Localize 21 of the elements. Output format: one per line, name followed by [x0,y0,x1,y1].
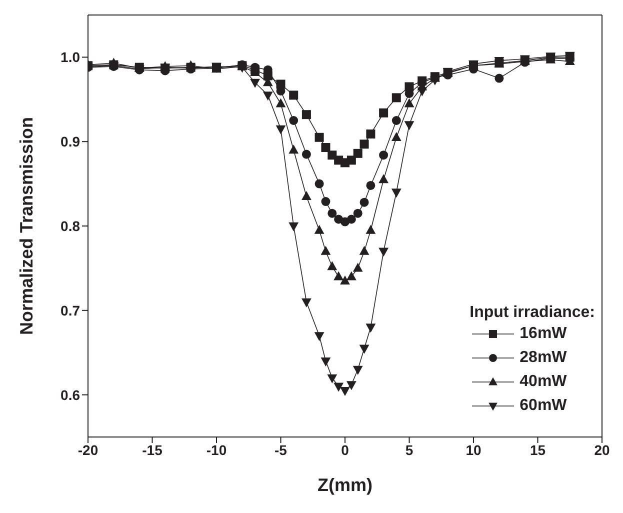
y-tick-label: 0.6 [60,386,80,403]
x-tick-label: -10 [206,442,227,458]
x-tick-label: 0 [341,442,350,458]
x-tick-label: -15 [142,442,163,458]
y-tick-label: 0.7 [60,302,80,318]
legend-label: 28mW [520,349,567,367]
y-tick-label: 0.8 [60,218,80,234]
legend-title: Input irradiance: [470,304,595,322]
legend-label: 60mW [520,397,567,415]
x-tick-label: -20 [78,442,98,458]
x-tick-label: 15 [530,442,546,458]
x-tick-label: 5 [405,442,414,458]
legend-label: 16mW [520,325,567,343]
y-axis-title: Normalized Transmission [16,116,36,336]
x-axis-title: Z(mm) [318,475,372,495]
y-tick-label: 0.9 [60,134,80,150]
legend-label: 40mW [520,373,567,391]
x-tick-label: -5 [274,442,288,458]
y-tick-label: 1.0 [60,49,80,66]
x-tick-label: 20 [594,442,610,458]
x-tick-label: 10 [466,442,482,458]
